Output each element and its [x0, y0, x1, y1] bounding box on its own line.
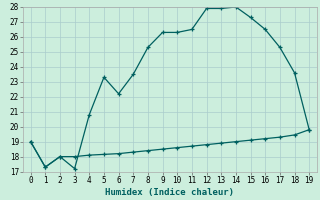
X-axis label: Humidex (Indice chaleur): Humidex (Indice chaleur): [105, 188, 235, 197]
